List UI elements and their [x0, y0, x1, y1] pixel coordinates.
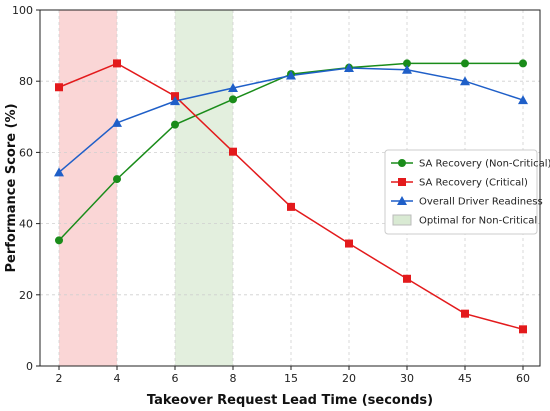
legend-label: Optimal for Non-Critical	[419, 216, 537, 227]
series-2-point	[461, 309, 469, 318]
series-1-point	[171, 120, 179, 129]
y-tick-label: 0	[26, 360, 33, 373]
y-tick-label: 60	[19, 146, 33, 159]
series-3-point	[112, 117, 122, 127]
y-axis-label: Performance Score (%)	[4, 103, 19, 272]
legend-marker	[398, 178, 406, 186]
series-3-point	[460, 76, 470, 86]
series-2-point	[229, 147, 237, 156]
series-1-point	[461, 59, 469, 68]
series-2-point	[519, 325, 527, 334]
series-1-point	[519, 59, 527, 68]
x-tick-label: 15	[284, 372, 298, 385]
y-tick-label: 100	[12, 4, 33, 17]
plot-frame	[39, 9, 541, 367]
legend-label: SA Recovery (Non-Critical)	[419, 159, 550, 170]
x-tick-label: 20	[342, 372, 356, 385]
x-axis-label: Takeover Request Lead Time (seconds)	[147, 393, 433, 408]
series-1-point	[113, 175, 121, 184]
series-3-point	[402, 64, 412, 74]
legend-marker	[398, 159, 406, 167]
shaded-region-2	[175, 10, 233, 366]
y-tick-label: 20	[19, 289, 33, 302]
x-tick-label: 6	[172, 372, 179, 385]
series-2-point	[287, 202, 295, 211]
legend-box	[384, 149, 538, 235]
x-tick-label: 60	[516, 372, 530, 385]
series-3-point	[228, 82, 238, 92]
series-3-point	[54, 167, 64, 177]
x-tick-label: 30	[400, 372, 414, 385]
series-2-point	[55, 83, 63, 92]
series-3-point	[518, 95, 528, 105]
x-tick-label: 2	[56, 372, 63, 385]
series-2-point	[345, 239, 353, 248]
series-3-point	[344, 63, 354, 73]
y-axis-ticks: 0 20 40 60 80 100	[12, 4, 40, 373]
shaded-regions	[59, 10, 233, 366]
shaded-region-1	[59, 10, 117, 366]
y-tick-label: 80	[19, 75, 33, 88]
legend-label: SA Recovery (Critical)	[419, 178, 528, 189]
series-1-point	[55, 236, 63, 245]
series-3-point	[170, 96, 180, 106]
series-3-point	[286, 70, 296, 80]
series-1-point	[403, 59, 411, 68]
legend-label: Overall Driver Readiness	[419, 197, 543, 208]
x-tick-label: 4	[114, 372, 121, 385]
series-1-point	[229, 95, 237, 104]
x-axis-ticks: 2 4 6 8 15 20 30 45 60	[56, 366, 530, 385]
legend: SA Recovery (Non-Critical) SA Recovery (C…	[384, 149, 550, 235]
legend-swatch	[392, 214, 412, 226]
x-tick-label: 8	[230, 372, 237, 385]
y-tick-label: 40	[19, 218, 33, 231]
series-2-point	[113, 59, 121, 68]
legend-marker	[397, 196, 407, 205]
x-tick-label: 45	[458, 372, 472, 385]
series-2-point	[403, 274, 411, 283]
data-points	[54, 59, 528, 334]
